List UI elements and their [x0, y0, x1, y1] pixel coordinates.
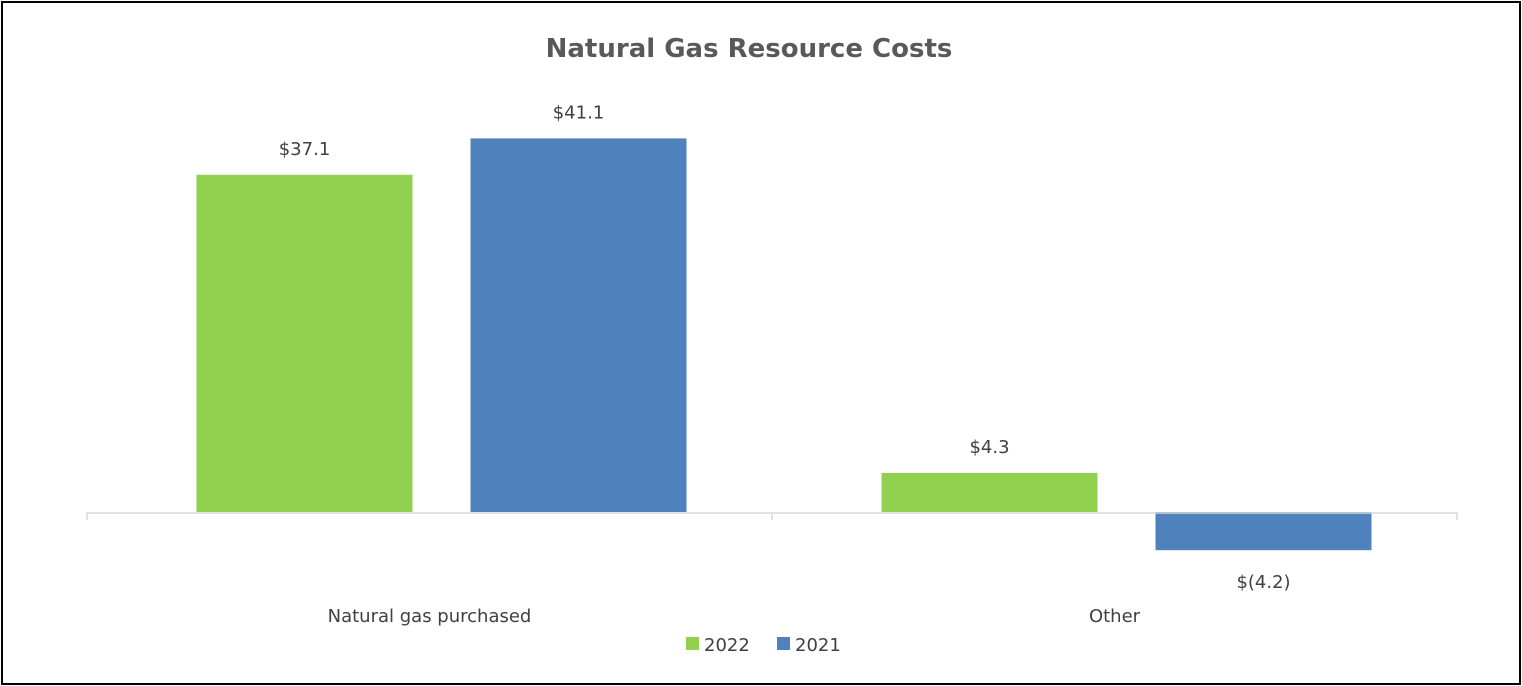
category-label-1: Other — [1089, 606, 1141, 627]
legend-swatch-2021 — [777, 637, 790, 650]
chart: Natural Gas Resource Costs $37.1 $4.3 $41.… — [86, 34, 1458, 656]
bar-2022-0 — [196, 174, 413, 513]
category-label-0: Natural gas purchased — [328, 606, 532, 627]
legend-label-2022: 2022 — [704, 635, 750, 656]
bar-2022-1 — [881, 472, 1098, 512]
data-label-2021-0: $41.1 — [553, 102, 605, 123]
bar-2021-1 — [1155, 512, 1372, 551]
category-axis — [86, 512, 1458, 520]
data-label-2021-1: $(4.2) — [1236, 572, 1290, 593]
bar-2021-0 — [470, 138, 687, 512]
data-label-2022-0: $37.1 — [279, 139, 331, 160]
legend-label-2021: 2021 — [795, 635, 841, 656]
bars-group: $37.1 $4.3 $41.1 $(4.2) — [196, 102, 1372, 593]
chart-title: Natural Gas Resource Costs — [546, 34, 953, 64]
category-labels: Natural gas purchased Other — [328, 606, 1141, 627]
data-label-2022-1: $4.3 — [969, 437, 1009, 458]
legend: 2022 2021 — [686, 635, 841, 656]
legend-swatch-2022 — [686, 637, 699, 650]
